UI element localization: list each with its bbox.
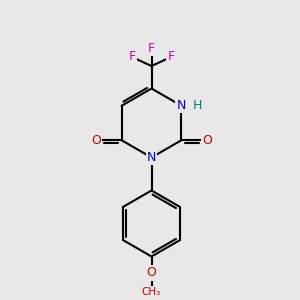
Text: O: O xyxy=(147,266,156,280)
Text: F: F xyxy=(148,41,155,55)
Text: F: F xyxy=(128,50,136,64)
Text: H: H xyxy=(192,99,202,112)
Text: O: O xyxy=(91,134,101,147)
Text: F: F xyxy=(167,50,175,64)
Text: N: N xyxy=(147,151,156,164)
Text: CH₃: CH₃ xyxy=(142,286,161,297)
Text: N: N xyxy=(177,99,186,112)
Text: O: O xyxy=(202,134,212,147)
